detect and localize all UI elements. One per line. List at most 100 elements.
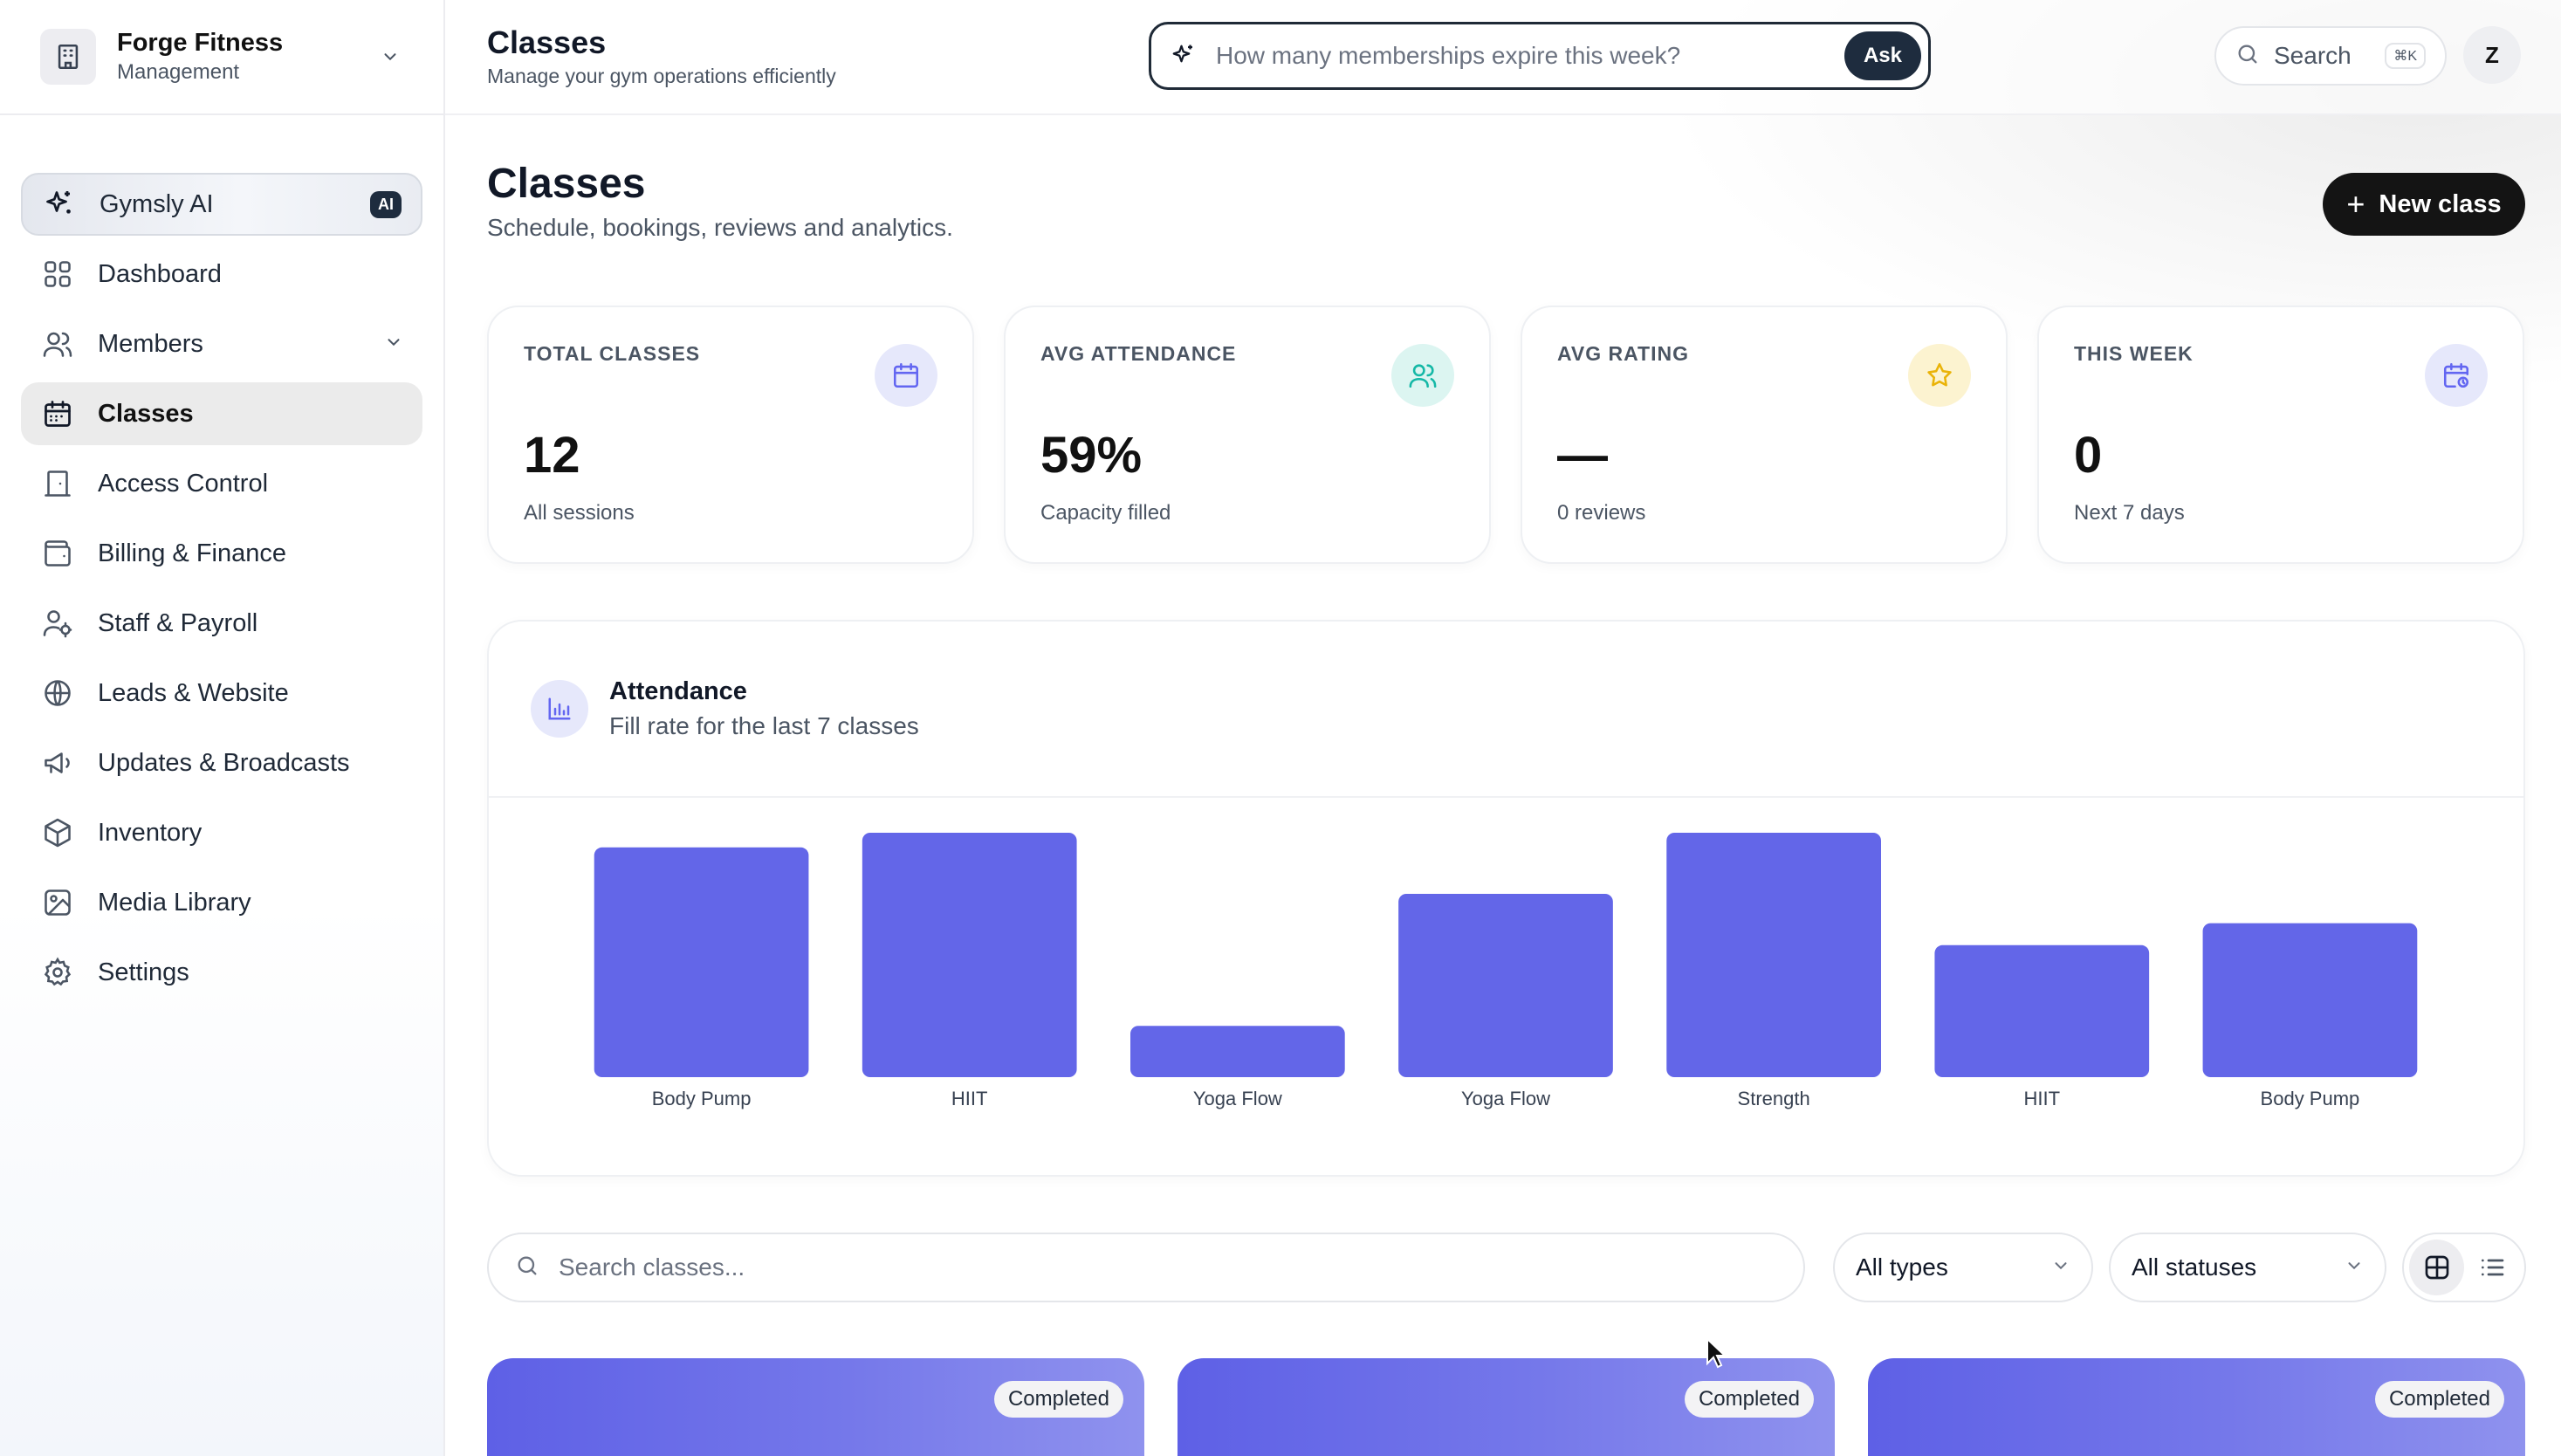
new-class-button[interactable]: + New class (2323, 173, 2525, 236)
attendance-bar[interactable] (594, 847, 809, 1077)
global-search-button[interactable]: Search ⌘K (2214, 26, 2447, 86)
avatar[interactable]: Z (2463, 26, 2521, 84)
new-class-label: New class (2379, 189, 2502, 218)
class-card[interactable]: Completed (487, 1358, 1144, 1456)
chart-plot-area: Body Pump HIIT Yoga Flow Yoga Flow Strength H… (489, 798, 2523, 1173)
keyboard-shortcut: ⌘K (2385, 43, 2426, 69)
attendance-chart-card: Attendance Fill rate for the last 7 clas… (487, 620, 2525, 1177)
user-cog-icon (40, 606, 75, 641)
sidebar-item-label: Inventory (98, 818, 203, 847)
plus-icon: + (2346, 186, 2365, 222)
megaphone-icon (40, 745, 75, 780)
class-card-grid: Completed Completed Completed (487, 1358, 2525, 1456)
sidebar-item-label: Media Library (98, 888, 251, 917)
stat-card-this-week: THIS WEEK 0 Next 7 days (2037, 306, 2524, 564)
status-badge: Completed (1684, 1381, 1814, 1418)
attendance-bar[interactable] (1666, 833, 1881, 1077)
chevron-down-icon (2051, 1253, 2070, 1281)
sidebar-item-gymsly-ai[interactable]: Gymsly AI AI (21, 173, 422, 236)
attendance-bar[interactable] (862, 833, 1077, 1077)
bar-category-label: Strength (1738, 1088, 1810, 1109)
main-content: Classes Manage your gym operations effic… (445, 0, 2561, 1456)
sidebar-item-label: Staff & Payroll (98, 608, 258, 637)
stats-row: TOTAL CLASSES 12 All sessions AVG ATTEND… (487, 306, 2525, 564)
wallet-icon (40, 536, 75, 571)
sidebar-item-media-library[interactable]: Media Library (21, 871, 422, 934)
status-select-value: All statuses (2132, 1253, 2257, 1281)
sidebar-item-label: Gymsly AI (100, 189, 214, 218)
mouse-cursor-icon (1706, 1336, 1728, 1373)
sidebar-item-settings[interactable]: Settings (21, 941, 422, 1004)
sidebar-item-dashboard[interactable]: Dashboard (21, 243, 422, 306)
users-icon (1391, 344, 1454, 407)
page-header: Classes Schedule, bookings, reviews and … (487, 157, 953, 244)
users-icon (40, 326, 75, 361)
door-icon (40, 466, 75, 501)
topbar: Classes Manage your gym operations effic… (445, 0, 2561, 115)
workspace-switcher[interactable]: Forge Fitness Management (0, 0, 443, 115)
class-card[interactable]: Completed (1178, 1358, 1835, 1456)
stat-card-avg-rating: AVG RATING — 0 reviews (1521, 306, 2008, 564)
sidebar-item-leads-website[interactable]: Leads & Website (21, 662, 422, 725)
sidebar-item-label: Classes (98, 399, 194, 428)
status-badge: Completed (2374, 1381, 2504, 1418)
building-icon (40, 29, 96, 85)
calendar-clock-icon (2425, 344, 2488, 407)
stat-description: Capacity filled (1040, 501, 1171, 525)
class-search-field (487, 1233, 1805, 1302)
filter-bar: All types All statuses (487, 1233, 2526, 1302)
status-select[interactable]: All statuses (2109, 1233, 2386, 1302)
sidebar-item-updates-broadcasts[interactable]: Updates & Broadcasts (21, 731, 422, 794)
topbar-subtitle: Manage your gym operations efficiently (487, 65, 836, 87)
sidebar-item-classes[interactable]: Classes (21, 382, 422, 445)
box-icon (40, 815, 75, 850)
page-subtitle: Schedule, bookings, reviews and analytic… (487, 214, 953, 241)
attendance-bar[interactable] (1130, 1026, 1345, 1077)
bar-category-label: HIIT (2024, 1088, 2061, 1109)
attendance-bar[interactable] (1398, 894, 1613, 1077)
image-icon (40, 885, 75, 920)
type-select-value: All types (1856, 1253, 1948, 1281)
sidebar-item-staff-payroll[interactable]: Staff & Payroll (21, 592, 422, 655)
stat-label: AVG ATTENDANCE (1040, 342, 1237, 365)
class-search-input[interactable] (559, 1253, 1777, 1281)
chevron-down-icon[interactable] (377, 44, 403, 70)
search-label: Search (2274, 42, 2352, 69)
stat-card-avg-attendance: AVG ATTENDANCE 59% Capacity filled (1004, 306, 1491, 564)
stat-value: 12 (524, 427, 580, 484)
gear-icon (40, 955, 75, 990)
stat-value: 0 (2074, 427, 2103, 484)
workspace-name: Forge Fitness (117, 29, 284, 57)
sidebar-item-members[interactable]: Members (21, 312, 422, 375)
chart-title: Attendance (609, 677, 747, 705)
globe-icon (40, 676, 75, 711)
sidebar-item-inventory[interactable]: Inventory (21, 801, 422, 864)
bar-category-label: Body Pump (2261, 1088, 2360, 1109)
attendance-bar[interactable] (1934, 944, 2150, 1077)
sidebar-item-label: Updates & Broadcasts (98, 748, 350, 777)
search-icon (2235, 42, 2260, 71)
ask-ai-input[interactable] (1216, 42, 1844, 70)
bar-category-label: Yoga Flow (1461, 1088, 1550, 1109)
bar-chart-icon (531, 680, 588, 738)
calendar-icon (40, 396, 75, 431)
search-icon (515, 1253, 539, 1282)
sparkles-icon (42, 187, 77, 222)
sidebar-item-access-control[interactable]: Access Control (21, 452, 422, 515)
stat-description: 0 reviews (1557, 501, 1646, 525)
stat-card-total-classes: TOTAL CLASSES 12 All sessions (487, 306, 974, 564)
sidebar-item-label: Access Control (98, 469, 269, 498)
chevron-down-icon[interactable] (384, 330, 403, 359)
grid-view-button[interactable] (2409, 1240, 2464, 1295)
attendance-bar-chart: Body Pump HIIT Yoga Flow Yoga Flow Strength H… (594, 833, 2418, 1109)
list-view-button[interactable] (2464, 1240, 2519, 1295)
sidebar-item-billing[interactable]: Billing & Finance (21, 522, 422, 585)
sidebar-nav: Gymsly AI AI Dashboard Members Classes A… (0, 115, 443, 1004)
stat-value: — (1557, 427, 1608, 484)
type-select[interactable]: All types (1833, 1233, 2093, 1302)
sidebar-item-label: Dashboard (98, 259, 222, 288)
sidebar-item-label: Billing & Finance (98, 539, 286, 567)
class-card[interactable]: Completed (1868, 1358, 2525, 1456)
attendance-bar[interactable] (2202, 923, 2418, 1077)
ask-button[interactable]: Ask (1844, 31, 1921, 80)
